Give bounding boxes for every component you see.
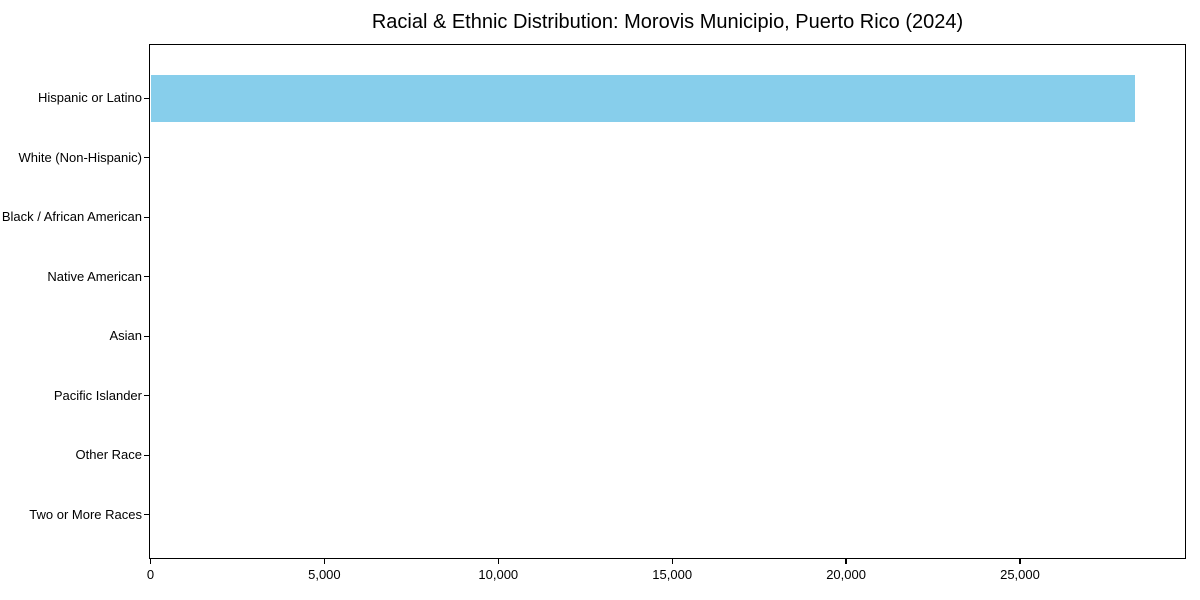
y-tick-label-other-race: Other Race	[75, 447, 142, 462]
y-tick-label-hispanic-or-latino: Hispanic or Latino	[37, 90, 142, 105]
y-tick-mark	[144, 97, 149, 99]
x-tick-label-5000: 5,000	[308, 567, 341, 582]
x-tick-label-15000: 15,000	[652, 567, 693, 582]
x-tick-mark	[1019, 559, 1021, 564]
x-tick-label-20000: 20,000	[826, 567, 866, 582]
y-tick-label-pacific-islander: Pacific Islander	[53, 387, 142, 403]
y-tick-mark	[144, 157, 149, 159]
x-tick-mark	[497, 559, 499, 564]
plot-area	[149, 44, 1186, 559]
x-tick-label-10000: 10,000	[478, 567, 519, 582]
y-tick-mark	[144, 514, 149, 516]
y-tick-mark	[144, 216, 149, 218]
x-tick-mark	[845, 559, 847, 564]
y-tick-mark	[144, 276, 149, 278]
y-tick-mark	[144, 335, 149, 337]
y-tick-mark	[144, 395, 149, 397]
x-tick-mark	[323, 559, 325, 564]
y-tick-label-black-african-american: Black / African American	[1, 209, 142, 224]
bar-hispanic-or-latino	[150, 74, 1135, 122]
x-tick-label-0: 0	[146, 567, 155, 582]
x-tick-mark	[671, 559, 673, 564]
chart-title: Racial & Ethnic Distribution: Morovis Mu…	[371, 11, 964, 33]
y-tick-label-asian: Asian	[109, 328, 142, 343]
y-tick-label-white-non-hispanic: White (Non-Hispanic)	[18, 149, 142, 165]
y-tick-mark	[144, 454, 149, 456]
y-tick-label-two-or-more-races: Two or More Races	[29, 506, 142, 522]
x-tick-label-25000: 25,000	[1000, 567, 1040, 582]
y-tick-label-native-american: Native American	[47, 268, 142, 284]
x-tick-mark	[149, 559, 152, 564]
